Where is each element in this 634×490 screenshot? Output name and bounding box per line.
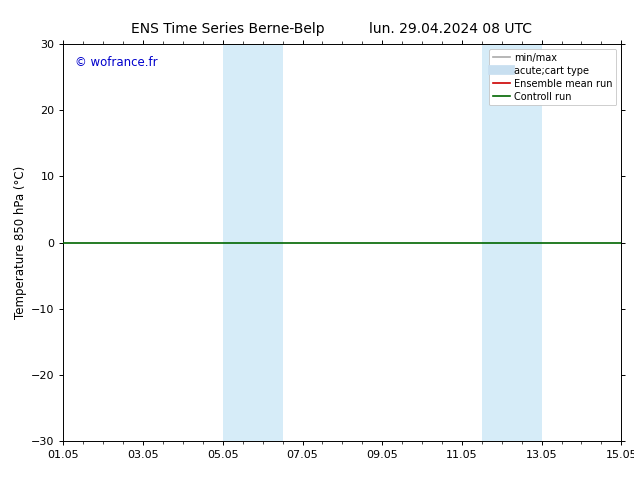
Y-axis label: Temperature 850 hPa (°C): Temperature 850 hPa (°C)	[14, 166, 27, 319]
Text: lun. 29.04.2024 08 UTC: lun. 29.04.2024 08 UTC	[368, 22, 532, 36]
Text: © wofrance.fr: © wofrance.fr	[75, 56, 157, 69]
Legend: min/max, acute;cart type, Ensemble mean run, Controll run: min/max, acute;cart type, Ensemble mean …	[489, 49, 616, 105]
Text: ENS Time Series Berne-Belp: ENS Time Series Berne-Belp	[131, 22, 325, 36]
Bar	[482, 44, 541, 441]
Bar	[223, 44, 283, 441]
